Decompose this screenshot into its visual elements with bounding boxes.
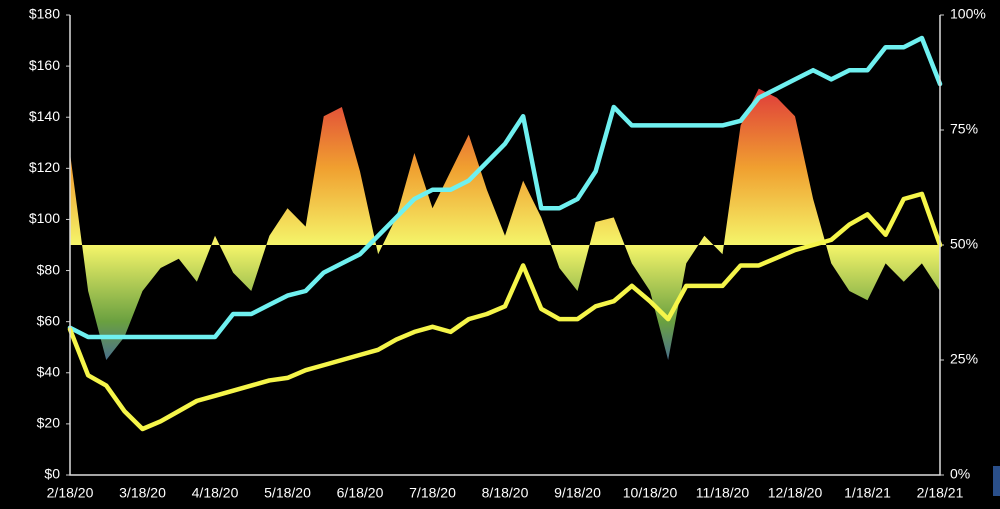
y-tick-label: $60 [37, 312, 61, 328]
line [67, 35, 943, 340]
x-tick-label: 5/18/20 [264, 485, 311, 501]
y2-tick-label: 75% [950, 121, 978, 137]
x-tick-label: 11/18/20 [696, 485, 750, 501]
y-tick-label: $120 [29, 159, 60, 175]
x-tick-label: 9/18/20 [554, 485, 601, 501]
line [67, 191, 943, 432]
x-tick-label: 6/18/20 [337, 485, 384, 501]
x-tick-label: 1/18/21 [844, 485, 891, 501]
x-tick-label: 4/18/20 [192, 485, 239, 501]
y-tick-label: $20 [37, 415, 61, 431]
y2-tick-label: 0% [950, 466, 970, 482]
axis-frame [69, 15, 941, 476]
y2-tick-label: 25% [950, 351, 978, 367]
x-tick-label: 2/18/20 [47, 485, 94, 501]
x-tick-label: 7/18/20 [409, 485, 456, 501]
corner-button [993, 466, 1000, 496]
area [70, 88, 940, 360]
x-tick-label: 8/18/20 [482, 485, 529, 501]
x-tick-label: 3/18/20 [119, 485, 166, 501]
y-tick-label: $140 [29, 108, 60, 124]
y2-tick-label: 50% [950, 236, 978, 252]
x-tick-label: 10/18/20 [623, 485, 678, 501]
y-tick-label: $160 [29, 57, 60, 73]
x-tick-label: 12/18/20 [768, 485, 823, 501]
y-tick-label: $80 [37, 261, 61, 277]
y-tick-label: $40 [37, 363, 61, 379]
y-tick-label: $180 [29, 6, 60, 22]
y2-tick-label: 100% [950, 6, 986, 22]
y-tick-label: $100 [29, 210, 60, 226]
x-tick-label: 2/18/21 [917, 485, 964, 501]
y-tick-label: $0 [44, 466, 60, 482]
